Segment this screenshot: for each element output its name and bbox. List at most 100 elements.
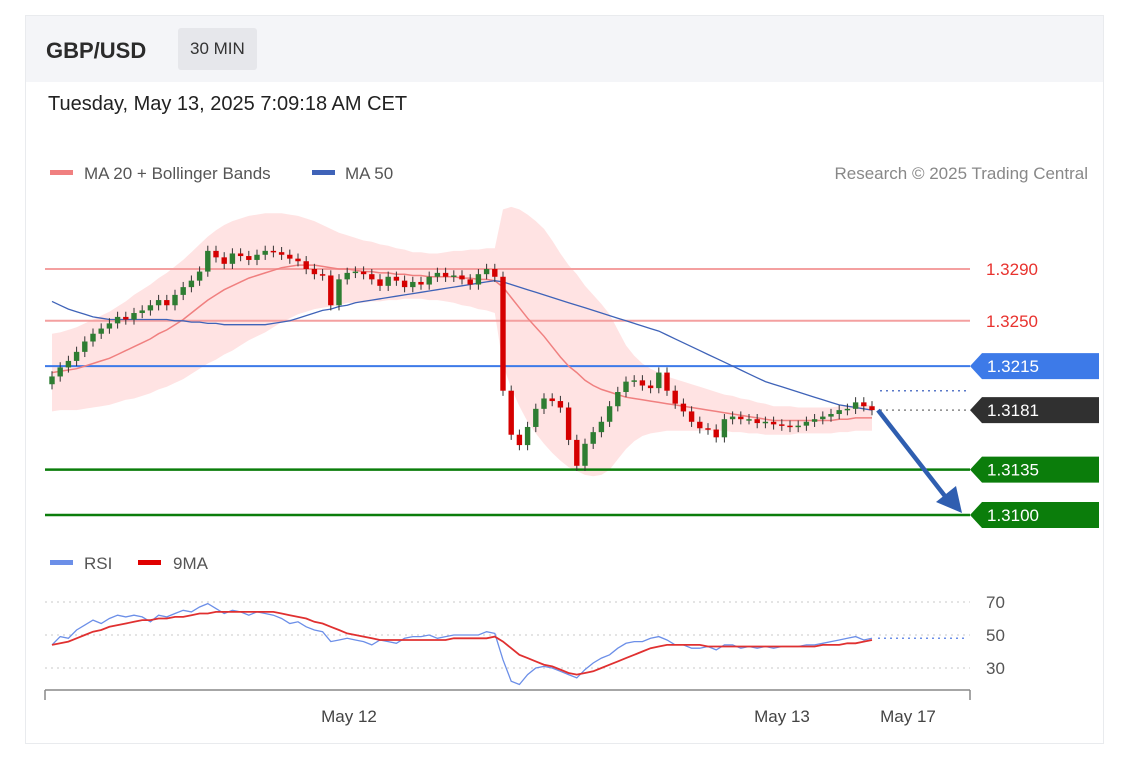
candle-body — [721, 419, 728, 438]
level-tag-1.3100 — [970, 502, 1099, 528]
candle-body — [295, 258, 301, 262]
candle-body — [582, 443, 588, 466]
rsi-line — [51, 602, 873, 686]
candle-body — [246, 256, 252, 260]
bollinger-bands — [52, 206, 872, 477]
candle-body — [811, 419, 818, 422]
rsi-tick-70: 70 — [986, 593, 1005, 612]
candle-body — [516, 434, 523, 446]
candle-body — [319, 274, 326, 276]
candle-body — [336, 279, 342, 306]
candle-body — [426, 276, 432, 285]
candle-body — [155, 300, 162, 306]
candle-body — [237, 253, 244, 257]
candle-body — [656, 372, 662, 389]
rsi-tick-50: 50 — [986, 626, 1005, 645]
candle-body — [524, 426, 531, 446]
ma9-legend-swatch — [138, 560, 161, 565]
candle-body — [557, 401, 564, 408]
rsi-tick-30: 30 — [986, 659, 1005, 678]
candle-body — [82, 341, 88, 352]
timeframe-badge[interactable]: 30 MIN — [178, 28, 257, 70]
candle-body — [434, 272, 441, 277]
rsi-legend: RSI 9MA — [50, 554, 209, 573]
candle-body — [344, 272, 350, 280]
candle-body — [147, 305, 154, 311]
candle-body — [401, 280, 408, 288]
candle-body — [598, 421, 605, 433]
candle-body — [229, 253, 236, 264]
pair-title: GBP/USD — [46, 38, 147, 63]
credit-text: Research © 2025 Trading Central — [835, 164, 1089, 183]
candle-body — [770, 421, 777, 425]
candle-body — [114, 316, 121, 324]
ma50-legend-swatch — [312, 170, 335, 175]
candle-body — [278, 252, 285, 255]
timestamp: Tuesday, May 13, 2025 7:09:18 AM CET — [48, 93, 408, 115]
candle-body — [869, 406, 875, 411]
candle-body — [213, 250, 219, 258]
candle-body — [451, 275, 457, 277]
candle-body — [459, 275, 465, 280]
forecast-arrow-head — [936, 486, 962, 513]
chart-card: GBP/USD 30 MIN Tuesday, May 13, 2025 7:0… — [25, 15, 1104, 744]
candle-body — [139, 310, 145, 314]
candle-body — [180, 287, 186, 295]
bollinger-band-area — [52, 206, 872, 477]
candle-body — [738, 416, 744, 420]
candle-body — [754, 419, 760, 424]
candle-body — [705, 428, 711, 430]
candle-body — [680, 403, 687, 412]
candle-body — [418, 281, 424, 285]
level-tag-1.3181 — [970, 397, 1099, 424]
candle-body — [369, 274, 375, 280]
level-tags: 1.3290 1.3250 1.3215 1.3181 1.3135 1.3100 — [970, 260, 1099, 528]
candle-body — [270, 250, 277, 253]
x-axis: May 12 May 13 May 17 — [44, 689, 971, 726]
ma20-legend-swatch — [50, 170, 73, 175]
candle-body — [442, 272, 449, 277]
candle-body — [90, 333, 96, 342]
rsi-legend-swatch — [50, 560, 73, 565]
candle-body — [836, 410, 842, 415]
candle-body — [311, 269, 318, 275]
level-label-1.3181: 1.3181 — [987, 401, 1039, 420]
forecast-arrow-shaft — [876, 408, 950, 502]
candle-body — [328, 275, 334, 306]
ma50-line — [51, 280, 873, 411]
candle-body — [254, 254, 260, 260]
candle-body — [688, 411, 695, 422]
level-tag-1.3135 — [970, 456, 1099, 483]
rsi-legend-label: RSI — [84, 554, 112, 573]
level-label-1.3290: 1.3290 — [986, 260, 1038, 279]
candle-body — [262, 250, 268, 255]
candle-body — [549, 398, 555, 402]
candle-body — [164, 300, 170, 306]
candle-body — [303, 261, 309, 269]
candle-body — [606, 406, 613, 422]
candle-body — [803, 421, 810, 426]
ma9-legend-label: 9MA — [173, 554, 209, 573]
candle-body — [508, 390, 514, 435]
candle-body — [172, 294, 178, 306]
candle-body — [574, 439, 580, 466]
candle-body — [492, 269, 498, 277]
candle-body — [623, 381, 629, 392]
candle-body — [475, 274, 482, 285]
ma50-legend-label: MA 50 — [345, 164, 393, 183]
candle-body — [861, 402, 867, 407]
candle-body — [385, 276, 391, 286]
candle-body — [639, 380, 646, 386]
candle-body — [664, 372, 670, 391]
level-label-1.3100: 1.3100 — [987, 506, 1039, 525]
candle-body — [393, 276, 400, 281]
candle-body — [672, 390, 678, 404]
level-label-1.3135: 1.3135 — [987, 461, 1039, 480]
candle-body — [188, 280, 195, 288]
candle-body — [360, 271, 367, 275]
level-label-1.3215: 1.3215 — [987, 357, 1039, 376]
candle-body — [541, 398, 547, 409]
candle-body — [483, 269, 490, 275]
x-tick-label: May 12 — [321, 707, 377, 726]
candle-body — [729, 416, 736, 420]
